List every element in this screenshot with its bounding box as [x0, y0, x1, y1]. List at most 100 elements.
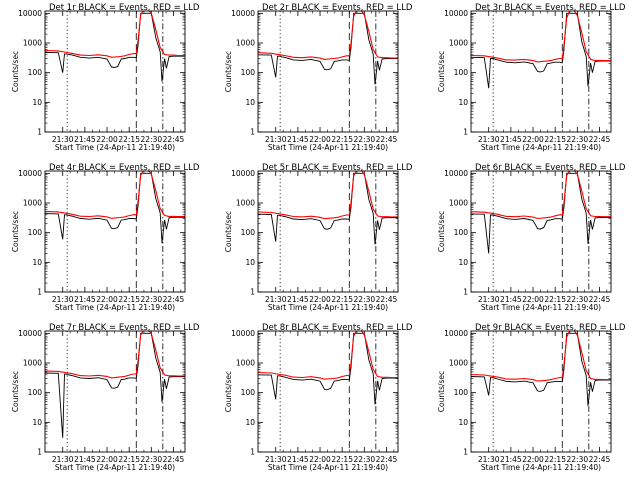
x-tick-label: 22:45	[589, 455, 611, 464]
y-tick-label: 10	[458, 418, 468, 427]
y-tick-label: 1000	[449, 359, 468, 368]
y-tick-label: 10000	[231, 9, 255, 18]
lld-series-line	[45, 11, 185, 58]
x-tick-label: 21:45	[287, 295, 309, 304]
x-tick-label: 22:00	[96, 295, 118, 304]
y-tick-label: 1000	[449, 39, 468, 48]
detector-panel: Det 3r BLACK = Events, RED = LLD 1 10 100 10…	[437, 3, 626, 152]
plot-frame	[44, 170, 186, 293]
detector-panel: Det 1r BLACK = Events, RED = LLD 1 10 100 10…	[11, 3, 200, 152]
x-tick-label: 21:45	[500, 455, 522, 464]
x-tick-label: 22:00	[309, 455, 331, 464]
y-tick-label: 100	[454, 388, 469, 397]
panel-title: Det 7r BLACK = Events, RED = LLD	[49, 323, 200, 333]
y-axis-label: Counts/sec	[437, 371, 446, 412]
detector-panel: Det 8r BLACK = Events, RED = LLD 1 10 100 10…	[224, 323, 413, 472]
x-tick-label: 21:30	[52, 295, 74, 304]
y-tick-label: 100	[241, 68, 256, 77]
y-tick-label: 100	[28, 68, 43, 77]
x-tick-label: 22:15	[118, 135, 140, 144]
lld-series-line	[471, 331, 611, 382]
y-axis-label: Counts/sec	[11, 51, 20, 92]
x-tick-label: 22:00	[522, 295, 544, 304]
y-tick-label: 100	[28, 388, 43, 397]
y-axis-label: Counts/sec	[224, 51, 233, 92]
x-tick-label: 21:45	[287, 455, 309, 464]
x-axis-label: Start Time (24-Apr-11 21:19:40)	[481, 143, 601, 152]
detector-panel: Det 6r BLACK = Events, RED = LLD 1 10 100 10…	[437, 163, 626, 312]
y-axis-label: Counts/sec	[224, 371, 233, 412]
y-tick-label: 10	[32, 98, 42, 107]
y-tick-label: 10000	[231, 329, 255, 338]
y-tick-label: 1	[37, 448, 42, 457]
y-tick-label: 100	[241, 228, 256, 237]
x-tick-label: 22:45	[163, 135, 185, 144]
detector-panel: Det 2r BLACK = Events, RED = LLD 1 10 100 10…	[224, 3, 413, 152]
y-tick-label: 10000	[444, 169, 468, 178]
x-axis-label: Start Time (24-Apr-11 21:19:40)	[55, 303, 175, 312]
events-series-line	[258, 12, 398, 85]
y-tick-label: 10000	[18, 169, 42, 178]
events-series-line	[258, 172, 398, 245]
x-tick-label: 22:00	[309, 135, 331, 144]
detector-panel: Det 9r BLACK = Events, RED = LLD 1 10 100 10…	[437, 323, 626, 472]
x-tick-label: 22:45	[589, 295, 611, 304]
x-tick-label: 22:00	[309, 295, 331, 304]
x-tick-label: 21:30	[52, 455, 74, 464]
y-tick-label: 10	[245, 98, 255, 107]
y-tick-label: 1000	[236, 39, 255, 48]
x-tick-label: 22:15	[544, 295, 566, 304]
x-tick-label: 21:45	[500, 135, 522, 144]
x-tick-label: 22:15	[331, 135, 353, 144]
y-tick-label: 10	[245, 418, 255, 427]
y-tick-label: 1000	[449, 199, 468, 208]
panel-title: Det 4r BLACK = Events, RED = LLD	[49, 163, 200, 173]
x-tick-label: 22:45	[163, 295, 185, 304]
x-tick-label: 22:45	[163, 455, 185, 464]
y-tick-label: 100	[454, 228, 469, 237]
panel-title: Det 9r BLACK = Events, RED = LLD	[475, 323, 626, 333]
y-axis-label: Counts/sec	[437, 51, 446, 92]
x-tick-label: 22:00	[96, 455, 118, 464]
x-tick-label: 22:45	[589, 135, 611, 144]
detector-panel: Det 5r BLACK = Events, RED = LLD 1 10 100 10…	[224, 163, 413, 312]
x-tick-label: 22:15	[331, 295, 353, 304]
y-tick-label: 1000	[236, 359, 255, 368]
panel-title: Det 3r BLACK = Events, RED = LLD	[475, 3, 626, 13]
x-tick-label: 22:30	[354, 455, 376, 464]
y-tick-label: 10000	[231, 169, 255, 178]
events-series-line	[45, 12, 185, 82]
x-tick-label: 22:30	[141, 455, 163, 464]
x-tick-label: 21:45	[287, 135, 309, 144]
x-tick-label: 22:00	[96, 135, 118, 144]
y-axis-label: Counts/sec	[11, 371, 20, 412]
x-tick-label: 22:15	[331, 455, 353, 464]
y-tick-label: 10000	[444, 329, 468, 338]
x-axis-label: Start Time (24-Apr-11 21:19:40)	[268, 143, 388, 152]
y-tick-label: 1000	[23, 39, 42, 48]
x-tick-label: 21:30	[478, 295, 500, 304]
y-axis-label: Counts/sec	[224, 211, 233, 252]
y-axis-label: Counts/sec	[11, 211, 20, 252]
x-tick-label: 22:45	[376, 295, 398, 304]
y-tick-label: 10000	[444, 9, 468, 18]
detector-panel: Det 4r BLACK = Events, RED = LLD 1 10 100 10…	[11, 163, 200, 312]
x-tick-label: 21:30	[478, 135, 500, 144]
y-tick-label: 10	[32, 418, 42, 427]
x-tick-label: 22:45	[376, 455, 398, 464]
panel-title: Det 1r BLACK = Events, RED = LLD	[49, 3, 200, 13]
x-tick-label: 21:30	[265, 295, 287, 304]
x-tick-label: 22:30	[141, 135, 163, 144]
x-tick-label: 22:00	[522, 455, 544, 464]
x-axis-label: Start Time (24-Apr-11 21:19:40)	[268, 463, 388, 472]
events-series-line	[45, 172, 185, 244]
x-tick-label: 22:30	[141, 295, 163, 304]
y-tick-label: 1	[250, 128, 255, 137]
y-tick-label: 1000	[236, 199, 255, 208]
y-tick-label: 10	[458, 98, 468, 107]
x-tick-label: 21:45	[500, 295, 522, 304]
y-tick-label: 100	[241, 388, 256, 397]
events-series-line	[471, 332, 611, 406]
x-tick-label: 22:15	[118, 455, 140, 464]
y-tick-label: 1000	[23, 359, 42, 368]
